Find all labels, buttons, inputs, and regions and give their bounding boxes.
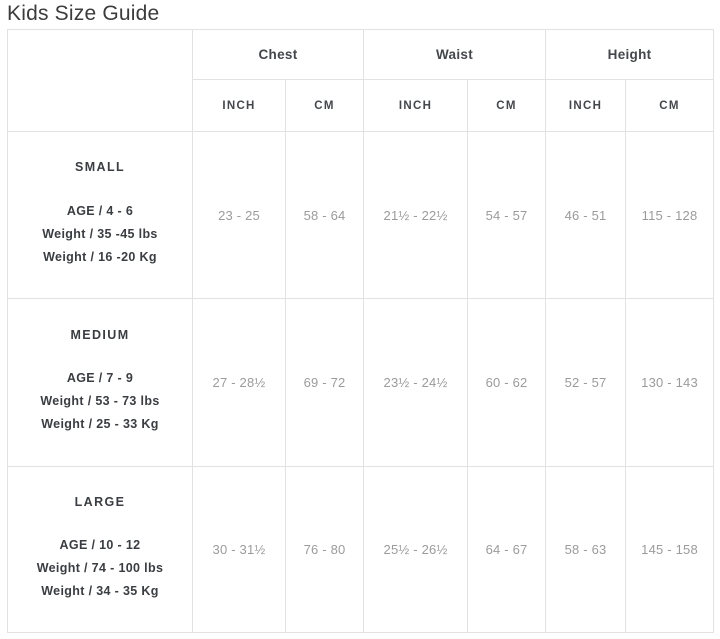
size-detail-age: AGE / 10 - 12 — [59, 538, 141, 553]
cell-height-cm: 130 - 143 — [625, 298, 715, 467]
size-detail-weight-lbs: Weight / 74 - 100 lbs — [36, 561, 164, 576]
cell-waist-cm: 60 - 62 — [467, 298, 547, 467]
cell-height-cm: 145 - 158 — [625, 466, 715, 633]
size-detail-age: AGE / 4 - 6 — [66, 203, 134, 218]
cell-chest-cm: 58 - 64 — [284, 131, 365, 299]
size-detail-age: AGE / 7 - 9 — [66, 371, 134, 386]
size-detail-weight-lbs: Weight / 53 - 73 lbs — [40, 394, 160, 409]
cell-waist-inch: 23½ - 24½ — [363, 298, 469, 467]
cell-chest-inch: 27 - 28½ — [192, 298, 286, 467]
table-row: MEDIUM AGE / 7 - 9 Weight / 53 - 73 lbs … — [7, 298, 715, 467]
cell-chest-cm: 69 - 72 — [284, 298, 365, 467]
cell-height-inch: 46 - 51 — [545, 131, 627, 299]
size-cell-medium: MEDIUM AGE / 7 - 9 Weight / 53 - 73 lbs … — [7, 298, 193, 467]
cell-chest-inch: 30 - 31½ — [192, 466, 286, 633]
cell-waist-inch: 25½ - 26½ — [363, 466, 469, 633]
cell-waist-cm: 54 - 57 — [467, 131, 547, 299]
group-header-waist: Waist — [363, 29, 547, 80]
size-detail-weight-lbs: Weight / 35 -45 lbs — [42, 226, 158, 241]
size-name: SMALL — [74, 160, 126, 175]
size-detail-weight-kg: Weight / 25 - 33 Kg — [41, 417, 159, 432]
table-header: Chest Waist Height INCH CM INCH CM INCH … — [7, 29, 715, 132]
size-detail-weight-kg: Weight / 34 - 35 Kg — [41, 584, 159, 599]
unit-header-chest-inch: INCH — [192, 79, 286, 132]
cell-height-inch: 52 - 57 — [545, 298, 627, 467]
unit-header-row: INCH CM INCH CM INCH CM — [8, 79, 715, 132]
cell-height-cm: 115 - 128 — [625, 131, 715, 299]
page-title: Kids Size Guide — [7, 2, 160, 25]
unit-header-height-cm: CM — [625, 79, 715, 132]
table-body: SMALL AGE / 4 - 6 Weight / 35 -45 lbs We… — [7, 131, 715, 633]
size-name: LARGE — [74, 494, 126, 509]
cell-chest-cm: 76 - 80 — [284, 466, 365, 633]
group-header-chest: Chest — [191, 29, 365, 80]
size-guide-table: Chest Waist Height INCH CM INCH CM INCH … — [7, 29, 715, 633]
unit-header-chest-cm: CM — [284, 79, 365, 132]
cell-waist-cm: 64 - 67 — [467, 466, 547, 633]
cell-chest-inch: 23 - 25 — [192, 131, 286, 299]
unit-header-height-inch: INCH — [545, 79, 627, 132]
cell-height-inch: 58 - 63 — [545, 466, 627, 633]
unit-header-waist-cm: CM — [467, 79, 547, 132]
size-detail-weight-kg: Weight / 16 -20 Kg — [43, 249, 157, 264]
size-cell-small: SMALL AGE / 4 - 6 Weight / 35 -45 lbs We… — [7, 131, 193, 299]
group-header-row: Chest Waist Height — [7, 29, 715, 132]
size-cell-large: LARGE AGE / 10 - 12 Weight / 74 - 100 lb… — [7, 466, 193, 633]
unit-header-waist-inch: INCH — [363, 79, 469, 132]
table-row: SMALL AGE / 4 - 6 Weight / 35 -45 lbs We… — [7, 131, 715, 299]
cell-waist-inch: 21½ - 22½ — [363, 131, 469, 299]
group-header-height: Height — [545, 29, 715, 80]
size-name: MEDIUM — [70, 327, 130, 342]
table-row: LARGE AGE / 10 - 12 Weight / 74 - 100 lb… — [7, 466, 715, 633]
corner-cell — [7, 29, 193, 132]
